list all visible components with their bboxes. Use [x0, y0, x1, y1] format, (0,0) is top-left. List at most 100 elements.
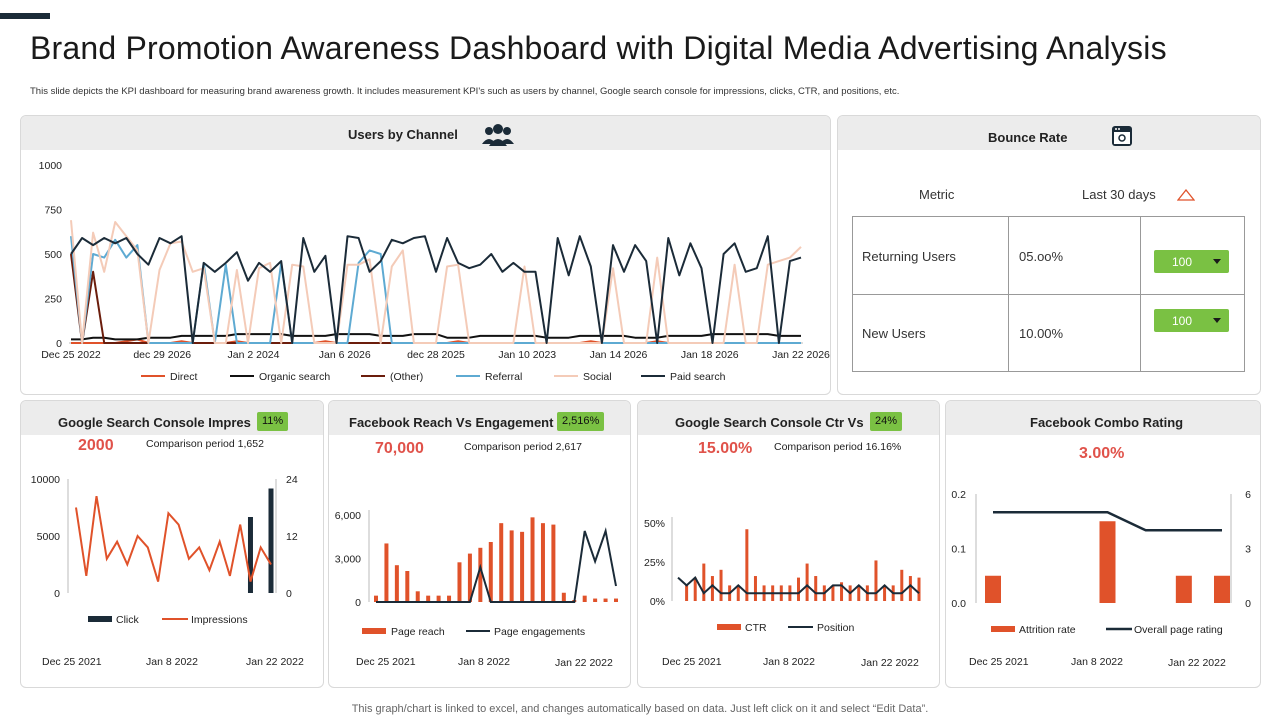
- period-header: Last 30 days: [1082, 187, 1156, 202]
- legend-label: Position: [817, 622, 855, 634]
- date-label: Dec 25 2021: [969, 656, 1029, 668]
- y-tick-label: 6: [1245, 489, 1251, 501]
- panel-title: Facebook Reach Vs Engagement: [349, 415, 554, 430]
- legend-label: Social: [583, 371, 612, 383]
- kpi-value: 2000: [78, 437, 114, 454]
- bar: [509, 530, 514, 602]
- bar: [488, 542, 493, 602]
- date-label: Dec 25 2021: [356, 656, 416, 668]
- y-tick-label: 0: [56, 338, 62, 350]
- date-label: Jan 22 2022: [1168, 657, 1226, 669]
- bar: [710, 576, 714, 601]
- bar: [436, 595, 441, 602]
- panel-title: Users by Channel: [348, 127, 458, 142]
- legend-label: Page reach: [391, 626, 445, 638]
- series-line: [70, 253, 801, 344]
- x-tick-label: dec 28 2025: [407, 349, 465, 361]
- bar: [693, 577, 697, 601]
- bar: [736, 585, 740, 601]
- series-line: [677, 576, 920, 595]
- footer-note: This graph/chart is linked to excel, and…: [351, 703, 929, 715]
- y-tick-label: 0%: [650, 596, 665, 608]
- y-tick-label: 3: [1245, 544, 1251, 556]
- date-label: Jan 22 2022: [246, 656, 304, 668]
- dropdown-value: 100: [1172, 255, 1193, 269]
- bar: [374, 595, 378, 602]
- bar: [985, 575, 1001, 603]
- series-line: [993, 510, 1222, 532]
- new-users-dropdown[interactable]: 100: [1154, 309, 1229, 332]
- bar: [857, 585, 861, 601]
- table-row-label: Returning Users: [862, 249, 956, 264]
- legend-label: Paid search: [670, 371, 726, 383]
- facebook-combo-panel: Facebook Combo Rating 3.00% 0.2 0.1 0.0 6 3 0…: [945, 400, 1261, 688]
- bar: [384, 543, 389, 602]
- returning-users-dropdown[interactable]: 100: [1154, 250, 1229, 273]
- y-tick-label: 250: [44, 294, 62, 306]
- legend-label: Page engagements: [494, 626, 585, 638]
- legend-label: (Other): [390, 371, 423, 383]
- kpi-comparison: Comparison period 2,617: [464, 441, 582, 453]
- legend-swatch: [991, 626, 1015, 632]
- series-line: [75, 495, 272, 582]
- bar: [805, 563, 809, 601]
- legend-label: Organic search: [259, 371, 330, 383]
- y-tick-label: 0.2: [951, 489, 966, 501]
- bar: [467, 553, 472, 602]
- legend-swatch: [362, 628, 386, 634]
- bar: [753, 576, 757, 601]
- table-row-value: 10.00%: [1019, 326, 1064, 341]
- y-tick-label: 0: [54, 588, 60, 600]
- series-line: [70, 235, 802, 344]
- bar: [1099, 521, 1116, 603]
- panel-title: Google Search Console Impres: [58, 415, 251, 430]
- bar: [685, 585, 689, 601]
- x-tick-label: dec 29 2026: [133, 349, 191, 361]
- bar: [415, 591, 420, 602]
- legend-label: Click: [116, 614, 139, 626]
- y-tick-label: 3,000: [335, 554, 361, 566]
- bar: [719, 569, 723, 601]
- gsc-ctr-panel: Google Search Console Ctr Vs 24% 15.00% …: [637, 400, 940, 688]
- metric-header: Metric: [919, 187, 955, 202]
- y-tick-label: 500: [44, 249, 62, 261]
- x-tick-label: Jan 10 2023: [498, 349, 556, 361]
- table-row-value: 05.oo%: [1019, 249, 1064, 264]
- y-tick-label: 0.0: [951, 598, 966, 610]
- gsc-impressions-panel: Google Search Console Impres 11% 2000 Co…: [20, 400, 324, 688]
- growth-badge: 2,516%: [557, 412, 605, 431]
- panel-title: Google Search Console Ctr Vs: [675, 415, 864, 430]
- x-tick-label: Jan 6 2026: [319, 349, 371, 361]
- date-label: Jan 8 2022: [1071, 656, 1123, 668]
- y-tick-label: 6,000: [335, 510, 361, 522]
- facebook-reach-panel: Facebook Reach Vs Engagement 2,516% 70,0…: [328, 400, 631, 688]
- bar: [883, 585, 887, 601]
- accent-bar: [0, 13, 50, 19]
- date-label: Jan 8 2022: [763, 656, 815, 668]
- series-line: [70, 236, 801, 344]
- bar: [874, 560, 878, 601]
- date-label: Jan 8 2022: [146, 656, 198, 668]
- y-tick-label: 12: [286, 531, 298, 543]
- y-tick-label: 0: [1245, 598, 1251, 610]
- bar: [268, 488, 274, 593]
- page-title: Brand Promotion Awareness Dashboard with…: [30, 30, 1167, 66]
- bar: [394, 565, 399, 602]
- panel-title: Bounce Rate: [988, 130, 1068, 145]
- x-tick-label: Jan 2 2024: [228, 349, 280, 361]
- legend-label: Overall page rating: [1134, 624, 1223, 636]
- bar: [426, 595, 431, 602]
- legend-label: Attrition rate: [1019, 624, 1076, 636]
- y-tick-label: 1000: [39, 160, 63, 172]
- kpi-comparison: Comparison period 1,652: [146, 438, 264, 450]
- bar: [908, 576, 912, 601]
- bar: [593, 598, 598, 602]
- facebook-reach-chart: 6,000 3,000 0 Page reach Page engagements: [335, 510, 618, 638]
- date-label: Jan 22 2022: [861, 657, 919, 669]
- bar: [530, 517, 535, 602]
- bar: [457, 562, 462, 602]
- date-label: Dec 25 2021: [662, 656, 722, 668]
- bar: [603, 598, 608, 602]
- legend-label: Referral: [485, 371, 522, 383]
